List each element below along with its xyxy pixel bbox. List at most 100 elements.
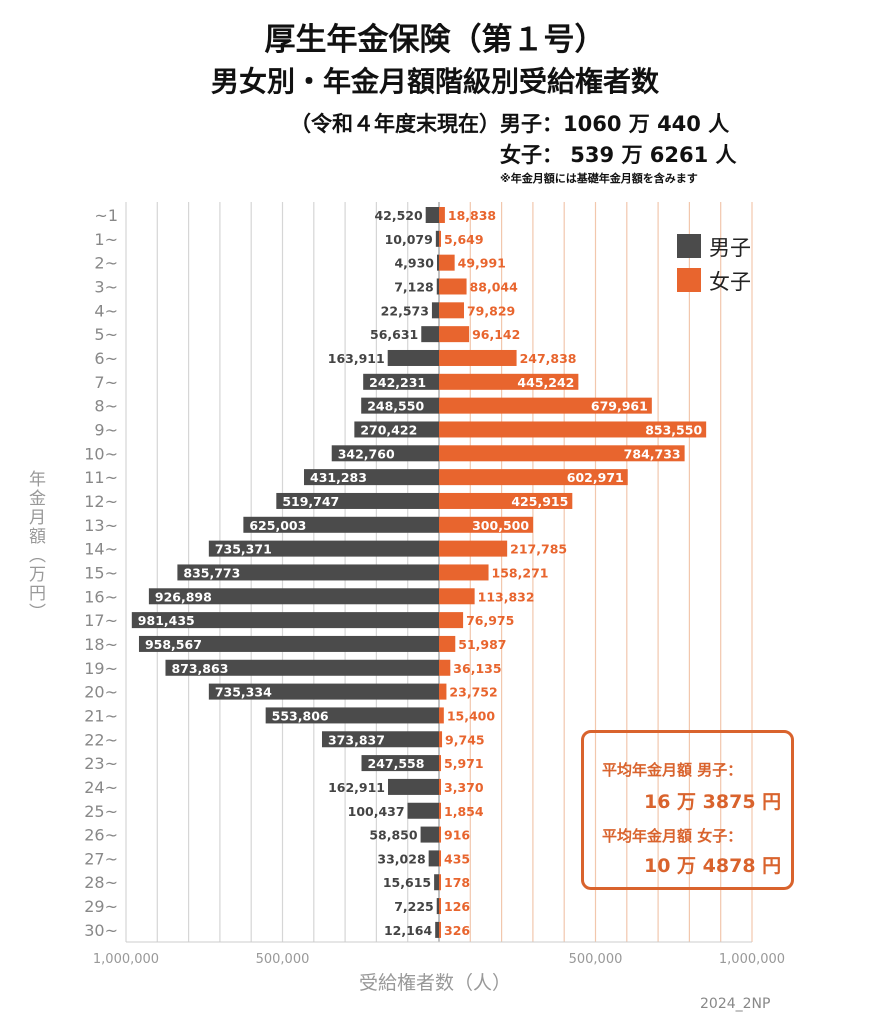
female-bar	[439, 731, 443, 748]
male-bar	[421, 326, 439, 343]
female-data-label: 15,400	[447, 708, 496, 723]
y-tick-label: 21~	[84, 706, 118, 725]
male-bar	[435, 921, 439, 938]
female-data-label: 326	[444, 923, 470, 938]
footnote: ※年金月額には基礎年金月額を含みます	[500, 172, 698, 185]
chart-title: 厚生年金保険（第１号）	[264, 22, 606, 58]
female-data-label: 445,242	[517, 375, 574, 390]
y-tick-label: 5~	[94, 325, 118, 344]
male-data-label: 162,911	[328, 780, 385, 795]
male-data-label: 58,850	[369, 828, 418, 843]
female-data-label: 3,370	[444, 780, 484, 795]
average-pension-box: 平均年金月額 男子： 16 万 3875 円 平均年金月額 女子： 10 万 4…	[581, 730, 794, 890]
male-bar	[321, 731, 439, 748]
female-bar	[439, 826, 441, 843]
male-bar	[354, 421, 439, 438]
female-data-label: 178	[444, 875, 470, 890]
female-data-label: 853,550	[645, 422, 702, 437]
male-bar	[428, 850, 439, 867]
chart-subtitle: 男女別・年金月額階級別受給権者数	[210, 65, 659, 98]
male-data-label: 981,435	[138, 613, 195, 628]
y-tick-label: 17~	[84, 611, 118, 630]
y-tick-label: 27~	[84, 849, 118, 868]
female-data-label: 679,961	[591, 399, 648, 414]
male-bar	[265, 707, 439, 724]
male-data-label: 835,773	[183, 565, 240, 580]
legend-swatch-male	[677, 234, 701, 258]
female-bar	[439, 302, 464, 319]
female-bar	[439, 207, 445, 223]
female-data-label: 5,971	[444, 756, 484, 771]
y-tick-label: 2~	[94, 254, 118, 273]
legend-label-male: 男子	[709, 236, 751, 260]
y-tick-label: 7~	[94, 373, 118, 392]
x-tick-label: 500,000	[569, 952, 623, 967]
female-bar	[439, 469, 628, 486]
y-tick-label: 9~	[94, 420, 118, 439]
y-tick-label: 1~	[94, 230, 118, 249]
female-bar	[439, 588, 475, 605]
male-data-label: 248,550	[367, 399, 424, 414]
y-tick-label: 29~	[84, 897, 118, 916]
male-data-label: 42,520	[374, 208, 423, 223]
male-bar	[388, 778, 439, 795]
male-bar	[131, 612, 439, 629]
female-total: 女子： 539 万 6261 人	[500, 143, 737, 167]
male-data-label: 735,371	[215, 542, 272, 557]
y-tick-label: 23~	[84, 754, 118, 773]
y-tick-label: 16~	[84, 587, 118, 606]
y-tick-label: 26~	[84, 826, 118, 845]
male-bar	[138, 635, 439, 652]
female-bar	[439, 326, 470, 343]
female-data-label: 1,854	[444, 804, 484, 819]
male-data-label: 15,615	[383, 875, 431, 890]
male-bar	[304, 469, 439, 486]
female-bar	[439, 802, 441, 819]
female-data-label: 300,500	[472, 518, 529, 533]
female-data-label: 36,135	[453, 661, 501, 676]
y-tick-label: 18~	[84, 635, 118, 654]
female-bar	[439, 540, 508, 557]
male-bar	[331, 445, 439, 462]
male-data-label: 56,631	[370, 327, 418, 342]
male-data-label: 519,747	[282, 494, 339, 509]
female-bar	[439, 516, 534, 533]
male-data-label: 553,806	[272, 708, 329, 723]
x-tick-label: 500,000	[256, 952, 310, 967]
male-average-value: 16 万 3875 円	[644, 791, 782, 813]
female-bar	[439, 755, 441, 772]
y-tick-label: 14~	[84, 540, 118, 559]
male-bar	[148, 588, 439, 605]
male-bar	[436, 898, 439, 915]
male-bar	[361, 755, 439, 772]
female-data-label: 79,829	[467, 303, 515, 318]
male-bar	[208, 540, 439, 557]
female-data-label: 18,838	[448, 208, 496, 223]
female-data-label: 9,745	[445, 732, 485, 747]
y-tick-label: 4~	[94, 301, 118, 320]
y-tick-label: 8~	[94, 397, 118, 416]
y-tick-label: 28~	[84, 873, 118, 892]
female-bar	[439, 564, 489, 581]
male-data-label: 431,283	[310, 470, 367, 485]
y-axis-label: 年金月額（万円）	[25, 470, 45, 622]
female-data-label: 158,271	[492, 565, 549, 580]
female-bar	[439, 659, 451, 676]
female-data-label: 916	[444, 828, 470, 843]
female-data-label: 435	[444, 851, 470, 866]
y-tick-label: 13~	[84, 516, 118, 535]
male-bar	[420, 826, 439, 843]
female-bar	[439, 635, 456, 652]
x-tick-label: 1,000,000	[93, 952, 159, 967]
female-data-label: 425,915	[511, 494, 568, 509]
female-bar	[439, 397, 652, 414]
male-bar	[425, 207, 439, 223]
female-bar	[439, 778, 441, 795]
credit: 2024_2NP	[700, 996, 771, 1012]
female-bar	[439, 850, 441, 867]
male-bar	[177, 564, 439, 581]
female-bar	[439, 445, 685, 462]
female-data-label: 23,752	[449, 685, 497, 700]
male-data-label: 242,231	[369, 375, 426, 390]
male-bar	[435, 230, 439, 247]
